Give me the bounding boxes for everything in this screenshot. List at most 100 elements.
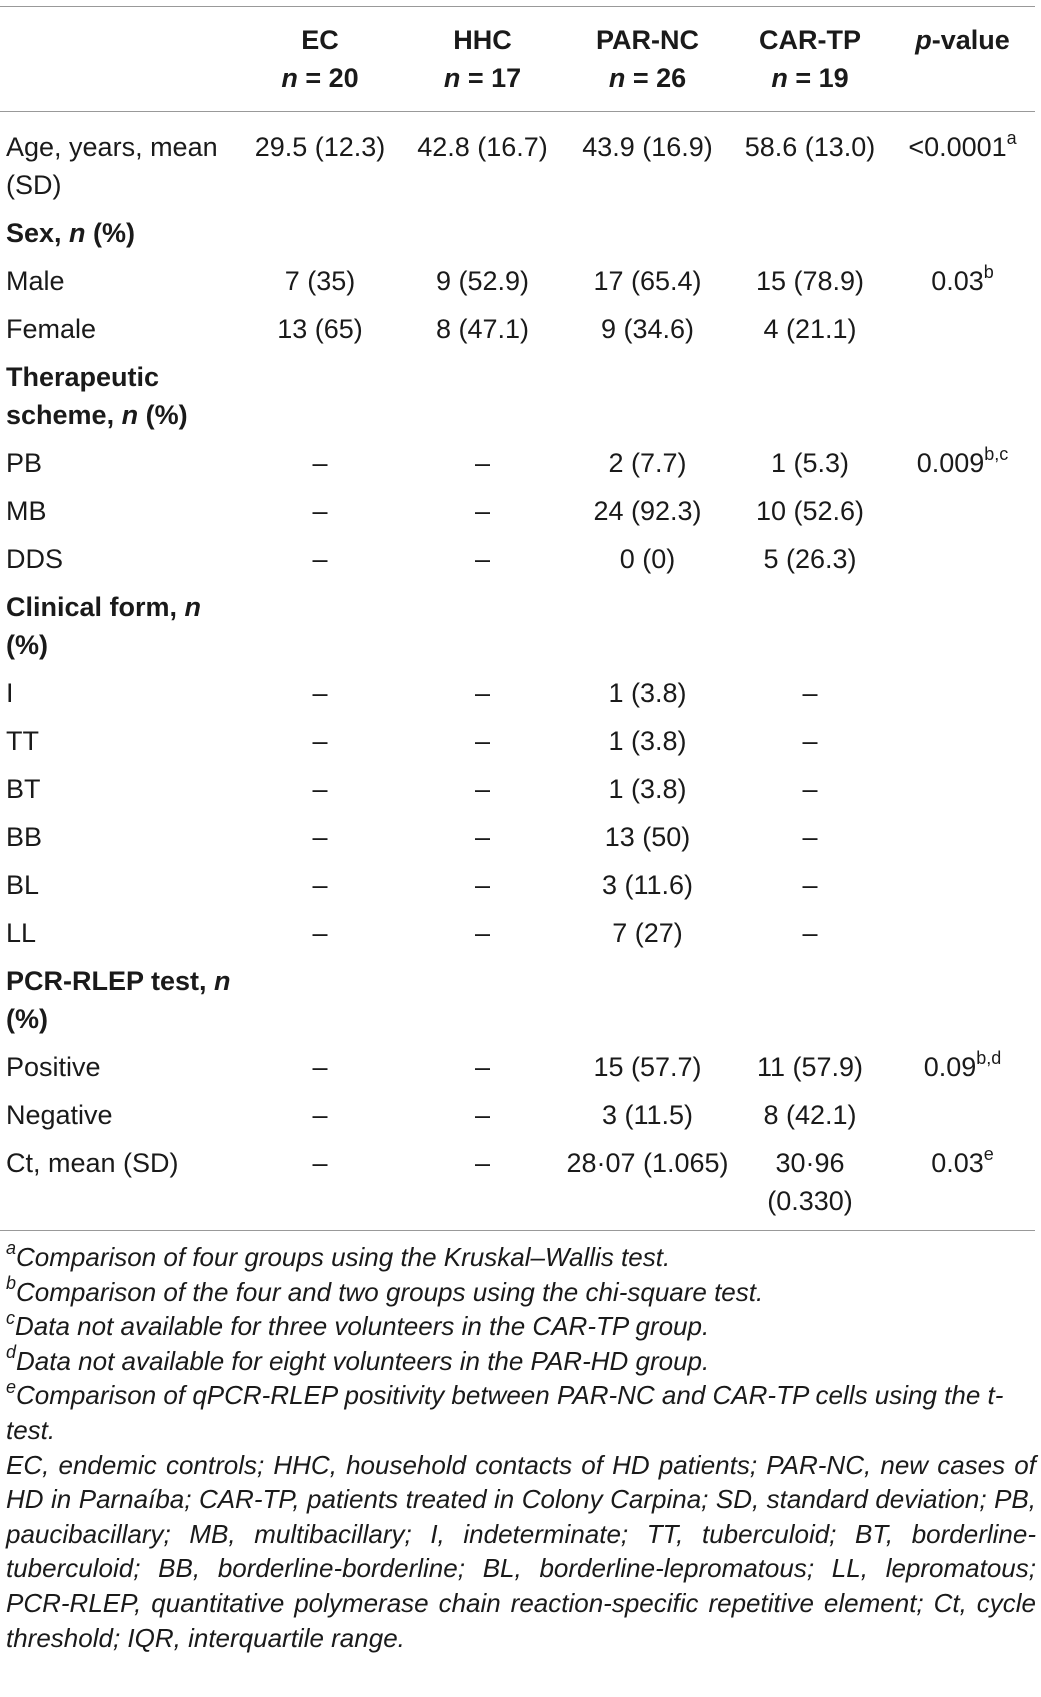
cell-par-nc: 1 (3.8)	[608, 726, 687, 756]
table-row: BT – – 1 (3.8) –	[0, 766, 1035, 814]
cell-hhc: 9 (52.9)	[435, 266, 530, 296]
header-car-tp: CAR-TP n = 19	[759, 25, 861, 93]
row-label: I	[6, 678, 14, 708]
cell-car-tp: 4 (21.1)	[763, 314, 857, 344]
cell-par-nc: 7 (27)	[612, 918, 683, 948]
table-row: Negative – – 3 (11.5) 8 (42.1)	[0, 1092, 1035, 1140]
cell-car-tp: 11 (57.9)	[756, 1052, 864, 1082]
table-row: Ct, mean (SD) – – 28·07 (1.065) 30·96 (0…	[0, 1140, 1035, 1232]
cell-p-value	[890, 1092, 1035, 1140]
cell-hhc: –	[474, 918, 491, 948]
cell-hhc: –	[474, 1052, 491, 1082]
cell-ec: –	[312, 1148, 328, 1178]
table-row: Male 7 (35) 9 (52.9) 17 (65.4) 15 (78.9)…	[0, 258, 1035, 306]
row-label: Female	[6, 314, 97, 344]
section-row: Clinical form, n (%)	[0, 584, 1035, 670]
row-label: Negative	[6, 1100, 113, 1130]
cell-ec: –	[312, 774, 328, 804]
footnote-e: eComparison of qPCR-RLEP positivity betw…	[6, 1376, 1004, 1445]
cell-p-value	[890, 814, 1035, 862]
cell-p-value	[890, 488, 1035, 536]
cell-p-value	[890, 766, 1035, 814]
cell-ec: –	[312, 1100, 328, 1130]
cell-p-value: 0.03b	[931, 262, 994, 296]
cell-car-tp: 30·96 (0.330)	[767, 1148, 853, 1216]
cell-p-value	[890, 306, 1035, 354]
footnote-b: bComparison of the four and two groups u…	[6, 1272, 764, 1307]
cell-par-nc: 3 (11.5)	[601, 1100, 694, 1130]
cell-par-nc: 0 (0)	[619, 544, 676, 574]
row-label: PB	[6, 448, 43, 478]
cell-par-nc: 28·07 (1.065)	[566, 1148, 729, 1178]
cell-ec: 29.5 (12.3)	[254, 132, 386, 162]
cell-ec: –	[312, 726, 328, 756]
table-row: PB – – 2 (7.7) 1 (5.3) 0.009b,c	[0, 440, 1035, 488]
cell-car-tp: –	[802, 822, 818, 852]
header-row: EC n = 20 HHC n = 17 PAR-NC n = 26 CAR-TP n …	[0, 6, 1035, 112]
cell-p-value	[890, 670, 1035, 718]
table-row: Age, years, mean (SD) 29.5 (12.3) 42.8 (…	[0, 112, 1035, 211]
cell-ec: –	[312, 918, 328, 948]
cell-ec: –	[312, 870, 328, 900]
cell-hhc: –	[474, 448, 491, 478]
cell-par-nc: 9 (34.6)	[600, 314, 695, 344]
cell-car-tp: 8 (42.1)	[763, 1100, 857, 1130]
cell-p-value	[890, 536, 1035, 584]
cell-par-nc: 3 (11.6)	[601, 870, 694, 900]
section-sex: Sex, n (%)	[6, 218, 136, 248]
table-row: LL – – 7 (27) –	[0, 910, 1035, 958]
cell-par-nc: 13 (50)	[604, 822, 691, 852]
abbreviations-note: EC, endemic controls; HHC, household con…	[6, 1449, 1036, 1653]
cell-car-tp: 1 (5.3)	[770, 448, 850, 478]
row-label: TT	[6, 726, 39, 756]
row-label: Positive	[6, 1052, 101, 1082]
cell-hhc: –	[474, 1100, 491, 1130]
header-par-nc: PAR-NC n = 26	[596, 25, 699, 93]
cell-car-tp: 58.6 (13.0)	[744, 132, 876, 162]
cell-par-nc: 43.9 (16.9)	[582, 132, 713, 162]
table-row: BL – – 3 (11.6) –	[0, 862, 1035, 910]
cell-p-value: 0.03e	[931, 1144, 994, 1178]
table-row: MB – – 24 (92.3) 10 (52.6)	[0, 488, 1035, 536]
section-pcr-rlep: PCR-RLEP test, n (%)	[6, 966, 231, 1034]
cell-p-value	[890, 910, 1035, 958]
table-row: Female 13 (65) 8 (47.1) 9 (34.6) 4 (21.1…	[0, 306, 1035, 354]
section-row: Therapeutic scheme, n (%)	[0, 354, 1035, 440]
cell-par-nc: 15 (57.7)	[593, 1052, 702, 1082]
table-row: TT – – 1 (3.8) –	[0, 718, 1035, 766]
row-label: Age, years, mean (SD)	[6, 132, 218, 200]
table-row: BB – – 13 (50) –	[0, 814, 1035, 862]
table-row: DDS – – 0 (0) 5 (26.3)	[0, 536, 1035, 584]
row-label: Ct, mean (SD)	[6, 1148, 179, 1178]
cell-ec: 7 (35)	[284, 266, 356, 296]
section-clinical-form: Clinical form, n (%)	[6, 592, 202, 660]
row-label: BL	[6, 870, 40, 900]
footnote-d: dData not available for eight volunteers…	[6, 1342, 710, 1376]
cell-ec: –	[312, 678, 328, 708]
cell-p-value: <0.0001a	[908, 128, 1017, 162]
cell-hhc: –	[474, 870, 491, 900]
cell-car-tp: –	[802, 870, 818, 900]
cell-ec: –	[312, 448, 328, 478]
cell-hhc: –	[474, 678, 491, 708]
cell-ec: –	[312, 822, 328, 852]
cell-car-tp: –	[802, 774, 818, 804]
cell-par-nc: 1 (3.8)	[608, 774, 687, 804]
cell-p-value: 0.009b,c	[916, 444, 1009, 478]
cell-car-tp: –	[802, 726, 818, 756]
row-label: MB	[6, 496, 47, 526]
cell-hhc: –	[474, 496, 491, 526]
cell-p-value	[890, 862, 1035, 910]
cell-hhc: 8 (47.1)	[435, 314, 530, 344]
header-hhc: HHC n = 17	[443, 25, 522, 93]
cell-hhc: 42.8 (16.7)	[417, 132, 548, 162]
footer-divider	[0, 1230, 1035, 1231]
cell-p-value: 0.09b,d	[923, 1048, 1002, 1082]
cell-par-nc: 17 (65.4)	[593, 266, 702, 296]
demographics-table: EC n = 20 HHC n = 17 PAR-NC n = 26 CAR-TP n …	[0, 6, 1035, 1232]
header-p-value: p-value	[915, 25, 1010, 55]
cell-car-tp: –	[802, 918, 818, 948]
cell-par-nc: 24 (92.3)	[593, 496, 702, 526]
cell-ec: 13 (65)	[277, 314, 363, 344]
